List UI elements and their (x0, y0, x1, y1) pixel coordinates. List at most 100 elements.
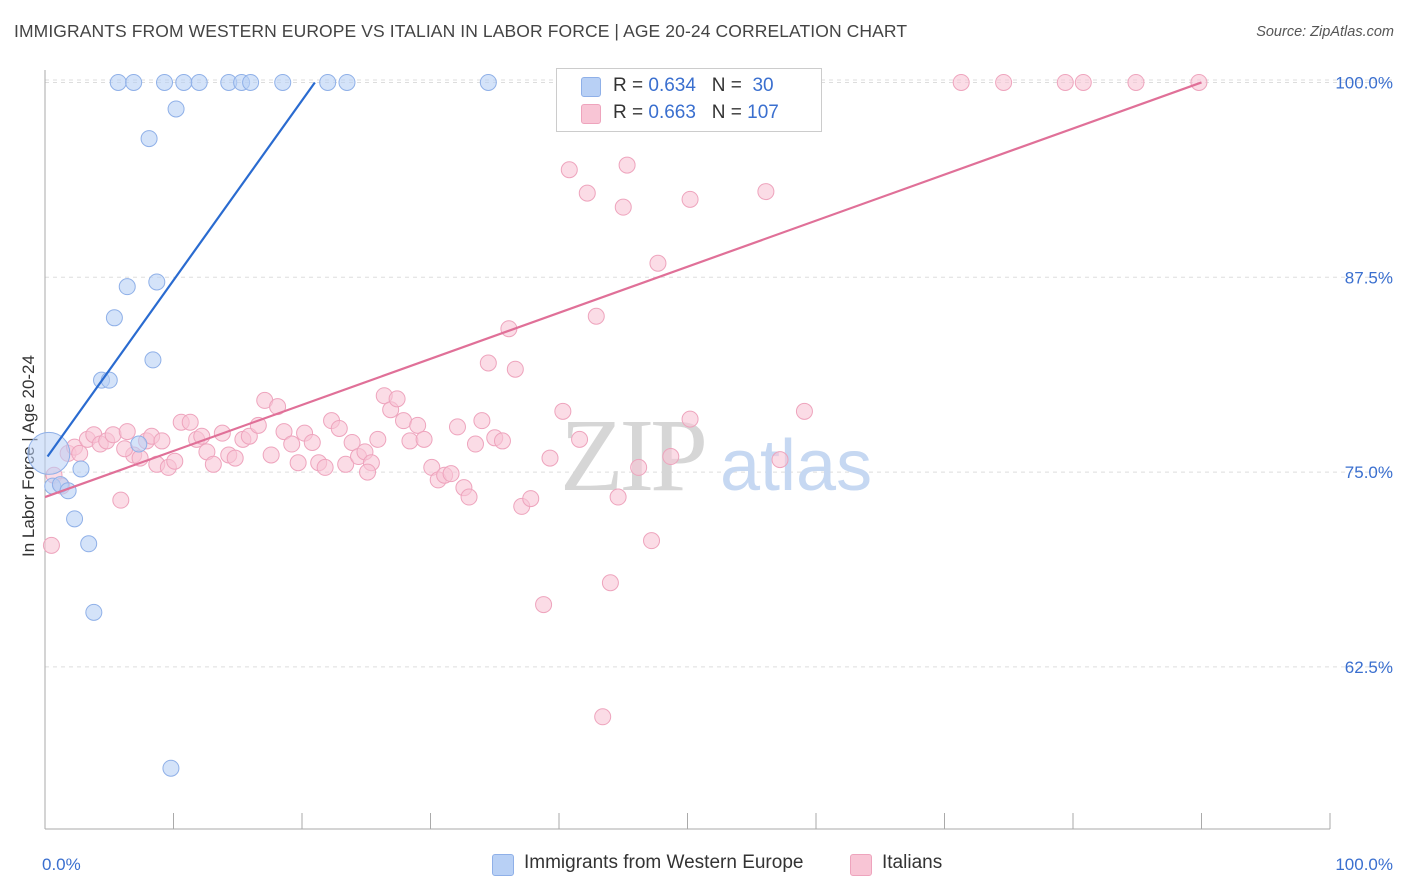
italians-point (181, 413, 199, 431)
italians-point (226, 449, 244, 467)
western-europe-point (148, 273, 166, 291)
y-tick-label: 75.0% (1345, 463, 1393, 482)
italians-point (609, 488, 627, 506)
tick-labels: 62.5% 75.0% 87.5% 100.0% 0.0% 100.0% (42, 73, 1393, 874)
y-tick-label: 100.0% (1335, 73, 1393, 92)
italians-point (316, 458, 334, 476)
italians-point (337, 455, 355, 473)
x-tick-label-max: 100.0% (1335, 855, 1393, 874)
y-tick-label: 62.5% (1345, 658, 1393, 677)
italians-point (493, 432, 511, 450)
italians-point (240, 427, 258, 445)
legend-r-label: R = (613, 75, 644, 96)
italians-point (571, 430, 589, 448)
western-europe-point (140, 130, 158, 148)
italians-point (330, 419, 348, 437)
chart-title: IMMIGRANTS FROM WESTERN EUROPE VS ITALIA… (14, 21, 908, 41)
watermark: ZIP atlas (560, 398, 872, 513)
bottom-legend-label: Immigrants from Western Europe (524, 852, 804, 873)
italians-point (587, 307, 605, 325)
italians-point (262, 446, 280, 464)
italians-point (479, 354, 497, 372)
western-europe-point (72, 460, 90, 478)
italians-point (541, 449, 559, 467)
western-europe-point (144, 351, 162, 369)
italians-point (116, 440, 134, 458)
western-europe-point (109, 73, 127, 91)
italians-point (359, 463, 377, 481)
bottom-legend-swatch-pink (850, 854, 872, 876)
western-europe-point (85, 603, 103, 621)
western-europe-point (66, 510, 84, 528)
western-europe-point (190, 73, 208, 91)
italians-point (401, 432, 419, 450)
western-europe-point (162, 759, 180, 777)
italians-point (204, 455, 222, 473)
italians-point (506, 360, 524, 378)
western-europe-point (167, 100, 185, 118)
italians-point (112, 491, 130, 509)
italians-point (681, 190, 699, 208)
watermark-atlas: atlas (720, 426, 872, 506)
italians-point (601, 574, 619, 592)
western-europe-point (105, 309, 123, 327)
italians-point (104, 426, 122, 444)
legend-n-label: N = (711, 102, 742, 123)
italians-point (522, 490, 540, 508)
italians-point (343, 433, 361, 451)
legend-r-label: R = (613, 102, 644, 123)
western-europe-point (338, 73, 356, 91)
italians-point (42, 536, 60, 554)
legend-r-value: 0.634 (648, 75, 696, 96)
gridlines (45, 79, 1392, 668)
italians-point (303, 433, 321, 451)
italians-point (1074, 73, 1092, 91)
italians-point (442, 465, 460, 483)
source-label: Source: ZipAtlas.com (1256, 24, 1394, 40)
legend-n-value: 107 (747, 102, 779, 123)
italians-point (681, 410, 699, 428)
italians-point (1056, 73, 1074, 91)
italians-point (460, 488, 478, 506)
western-europe-point (319, 73, 337, 91)
italians-point (153, 432, 171, 450)
italians-point (71, 444, 89, 462)
legend-swatch-blue (581, 77, 601, 97)
italians-point (448, 418, 466, 436)
western-europe-point (80, 535, 98, 553)
western-europe-point (125, 73, 143, 91)
legend-n-value: 30 (752, 75, 774, 96)
western-europe-point (242, 73, 260, 91)
italians-point (795, 402, 813, 420)
trend-lines (44, 81, 1202, 499)
western-europe-point (130, 435, 148, 453)
western-europe-point (118, 278, 136, 296)
western-europe-points (27, 73, 497, 777)
italians-point (409, 416, 427, 434)
italians-point (578, 184, 596, 202)
x-tick-label-min: 0.0% (42, 855, 81, 874)
italians-point (283, 435, 301, 453)
italians-point (388, 390, 406, 408)
italians-point (554, 402, 572, 420)
italians-point (466, 435, 484, 453)
y-tick-label: 87.5% (1345, 268, 1393, 287)
italians-point (535, 596, 553, 614)
correlation-legend: R = 0.634 N = 30 R = 0.663 N = 107 (556, 68, 822, 132)
italians-point (643, 532, 661, 550)
italians-point (649, 254, 667, 272)
bottom-legend-swatch-blue (492, 854, 514, 876)
legend-n-label: N = (711, 75, 742, 96)
italians-point (166, 452, 184, 470)
italians-point (415, 430, 433, 448)
italians-point (473, 412, 491, 430)
italians-point (369, 430, 387, 448)
italians-point (952, 73, 970, 91)
italians-point (289, 454, 307, 472)
italians-point (630, 458, 648, 476)
legend-swatch-pink (581, 104, 601, 124)
bottom-legend-label: Italians (882, 852, 943, 873)
legend-r-value: 0.663 (648, 102, 696, 123)
italians-trend-line (44, 81, 1202, 499)
